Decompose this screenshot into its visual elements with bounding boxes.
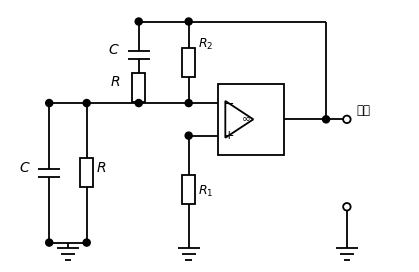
Bar <box>182 175 195 204</box>
Text: $C$: $C$ <box>109 43 120 57</box>
Circle shape <box>185 100 192 107</box>
Bar <box>80 158 93 187</box>
Text: $-$: $-$ <box>223 97 234 110</box>
Text: $R_2$: $R_2$ <box>198 37 213 52</box>
Circle shape <box>135 100 142 107</box>
Circle shape <box>135 18 142 25</box>
Text: $+$: $+$ <box>223 129 234 142</box>
Polygon shape <box>225 101 253 138</box>
Text: $R_1$: $R_1$ <box>198 184 213 199</box>
Bar <box>218 84 285 155</box>
Text: $C$: $C$ <box>19 161 31 175</box>
Text: $R$: $R$ <box>96 161 106 175</box>
Circle shape <box>83 100 90 107</box>
Circle shape <box>46 239 53 246</box>
Circle shape <box>323 116 330 123</box>
Circle shape <box>46 100 53 107</box>
Text: 出力: 出力 <box>356 104 370 117</box>
Text: $R$: $R$ <box>110 75 120 89</box>
Bar <box>182 48 195 77</box>
Circle shape <box>185 18 192 25</box>
Circle shape <box>83 239 90 246</box>
Text: $\infty$: $\infty$ <box>241 113 250 123</box>
Bar <box>132 73 145 102</box>
Circle shape <box>185 132 192 139</box>
